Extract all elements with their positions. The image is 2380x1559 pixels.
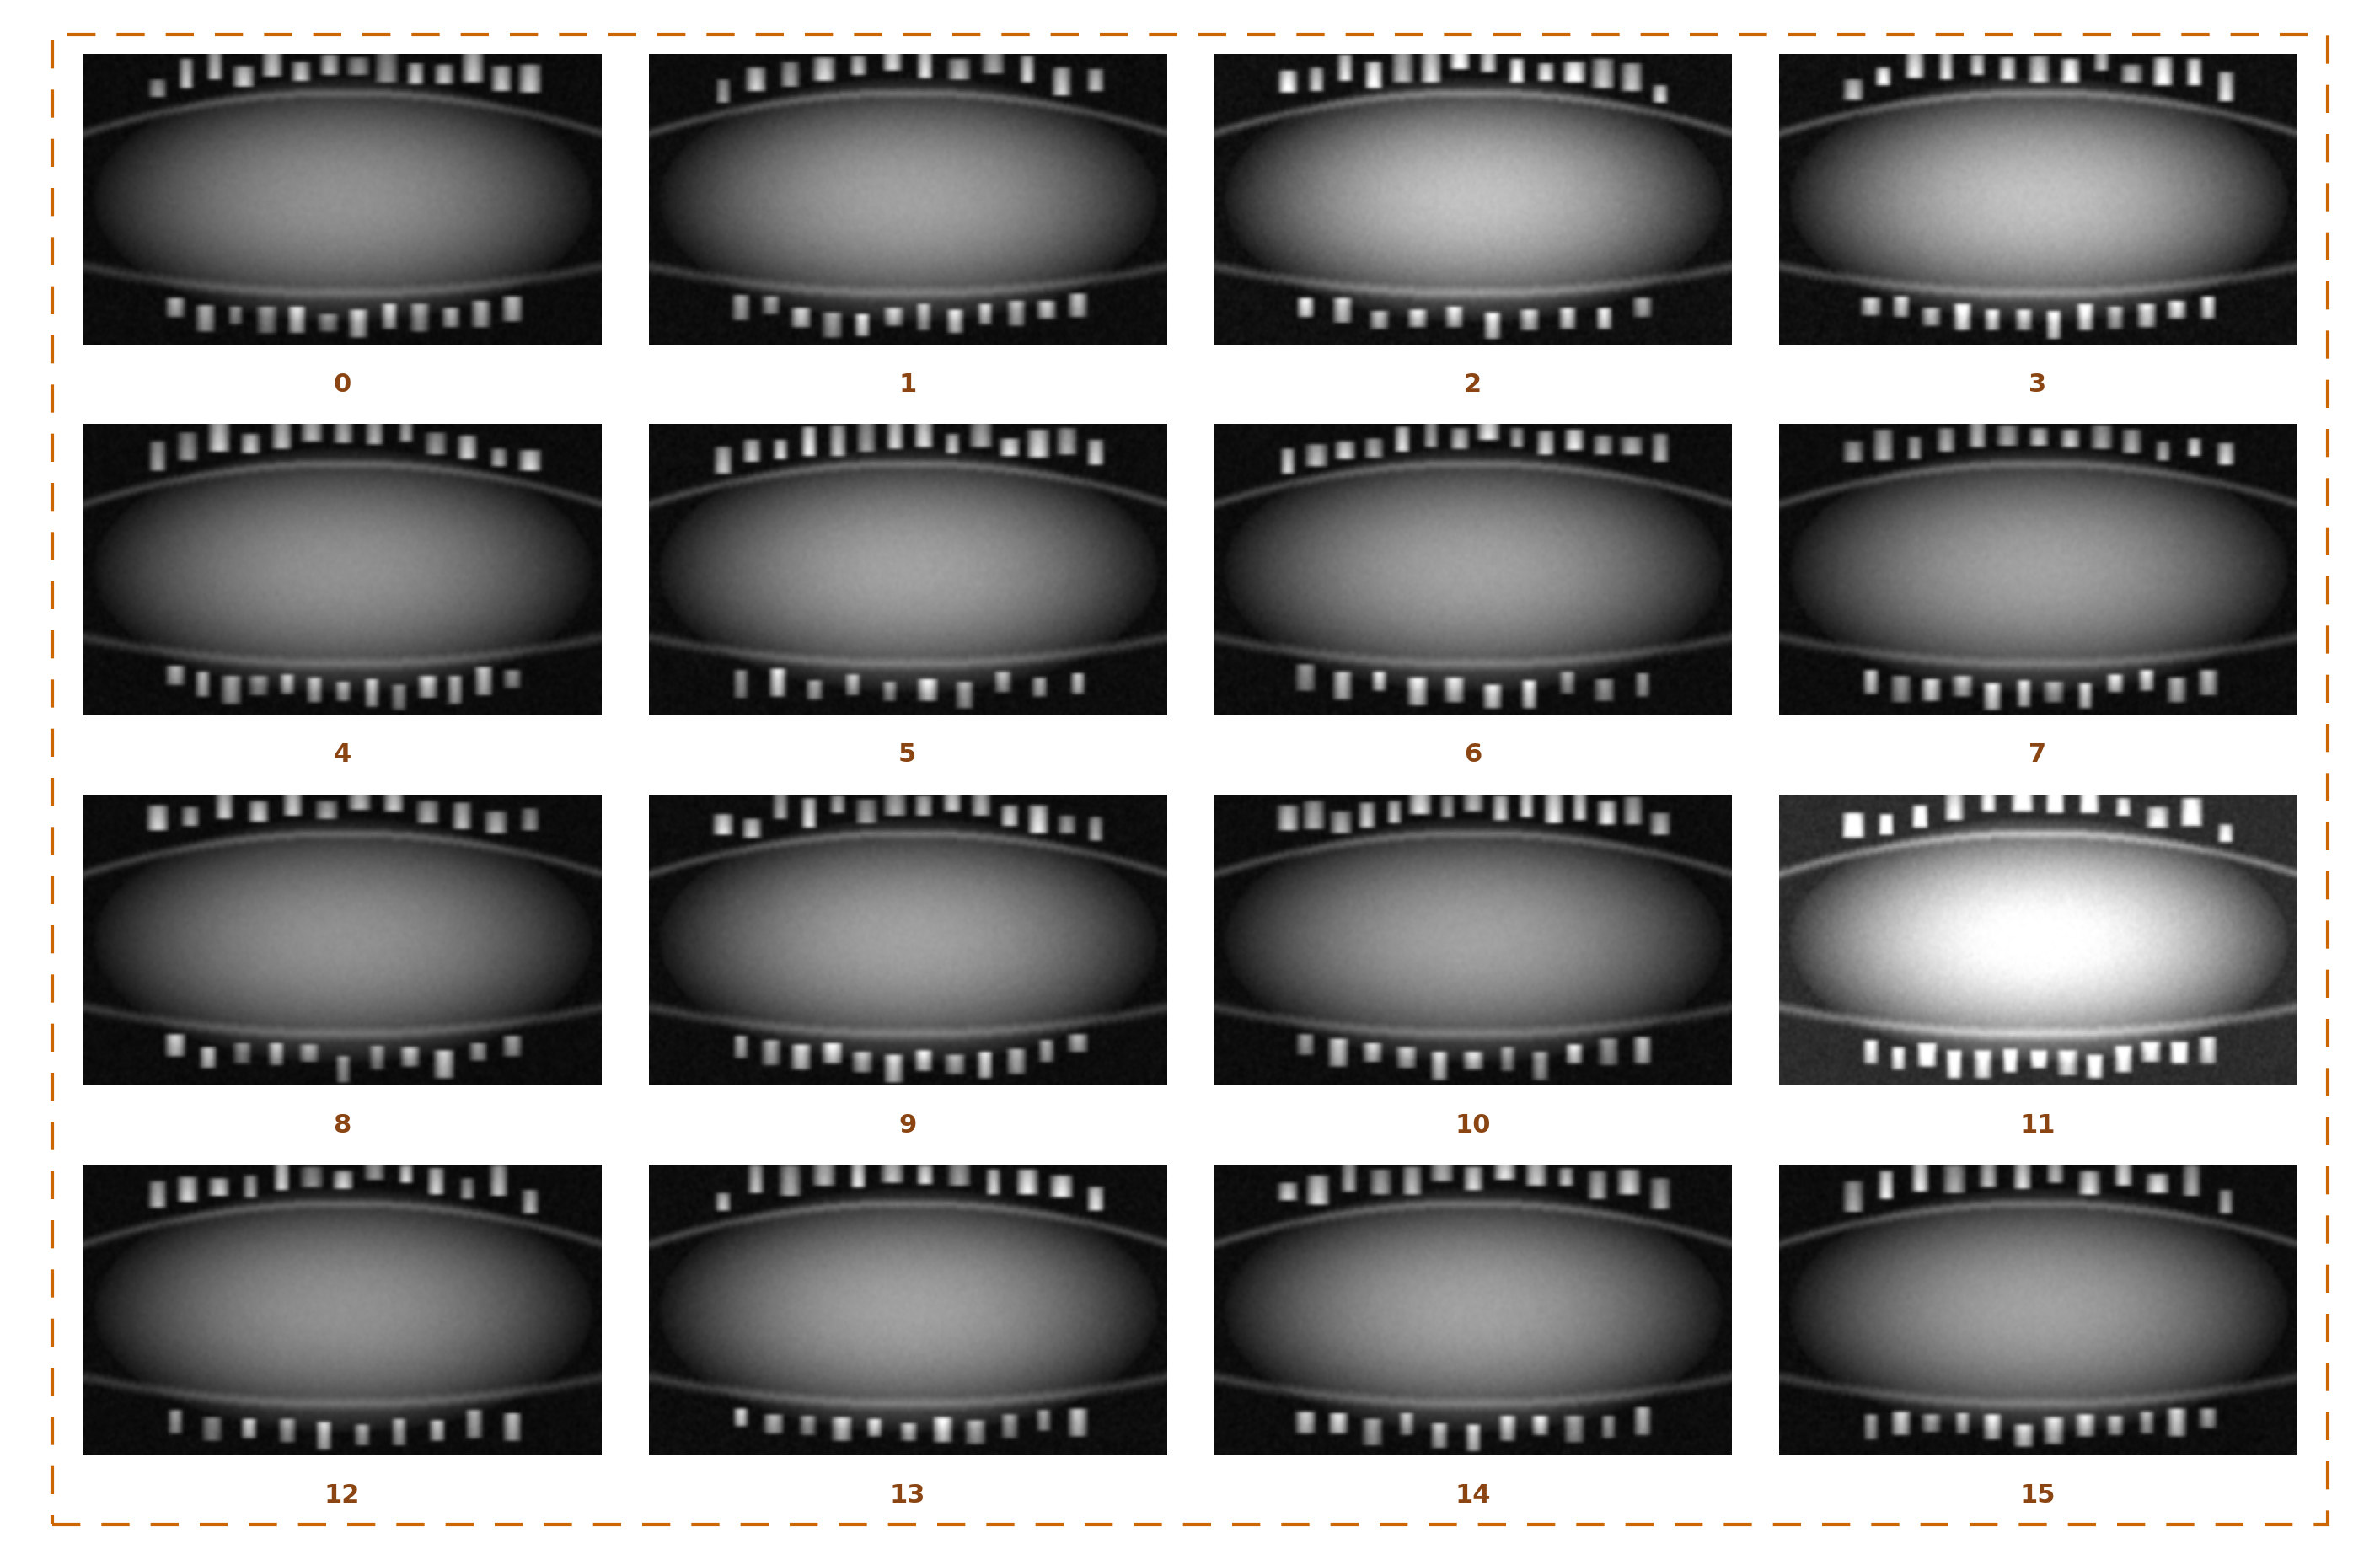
Text: 15: 15	[2021, 1483, 2056, 1508]
Text: 8: 8	[333, 1113, 352, 1137]
Text: 6: 6	[1464, 742, 1483, 767]
Text: 7: 7	[2030, 742, 2047, 767]
Text: 2: 2	[1464, 373, 1480, 396]
Text: 1: 1	[897, 373, 916, 396]
Text: 3: 3	[2030, 373, 2047, 396]
Text: 14: 14	[1454, 1483, 1490, 1508]
Text: 9: 9	[897, 1113, 916, 1137]
Text: 0: 0	[333, 373, 352, 396]
Text: 11: 11	[2021, 1113, 2056, 1137]
Text: 12: 12	[324, 1483, 359, 1508]
Text: 10: 10	[1454, 1113, 1490, 1137]
Text: 13: 13	[890, 1483, 926, 1508]
Text: 4: 4	[333, 742, 352, 767]
Text: 5: 5	[897, 742, 916, 767]
